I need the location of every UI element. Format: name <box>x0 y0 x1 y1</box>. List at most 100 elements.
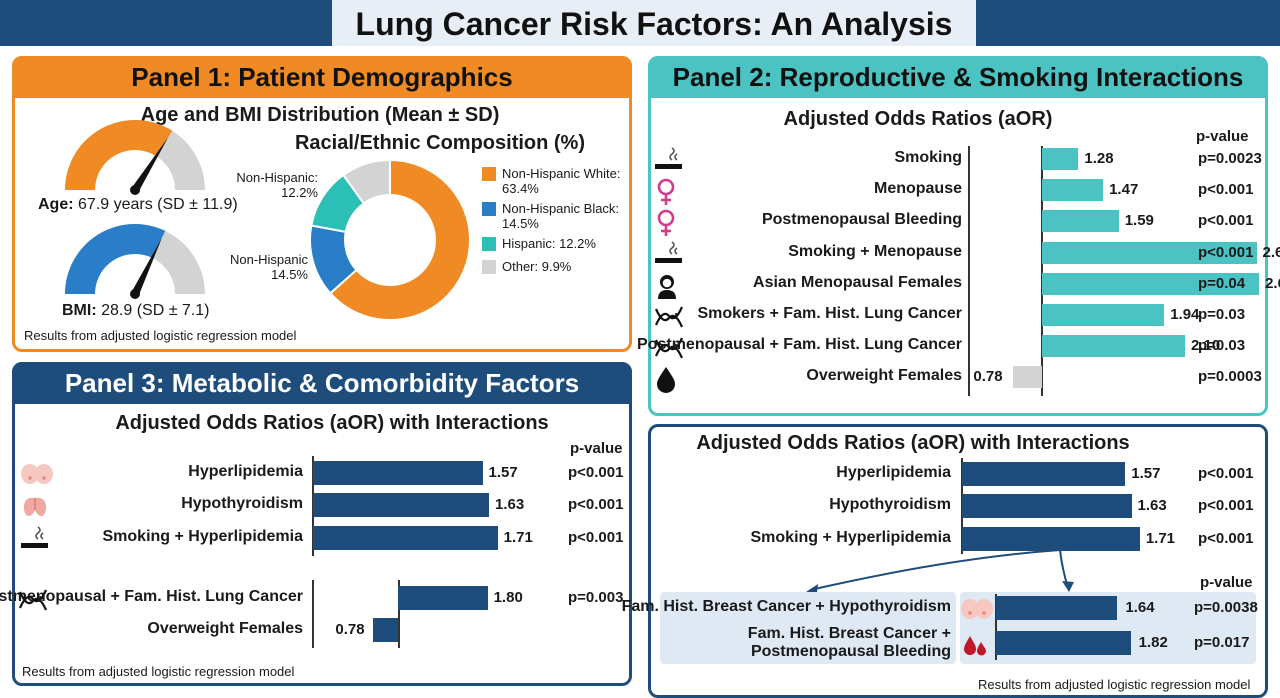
bar-pvalue: p=0.03 <box>1198 337 1246 354</box>
bar-value-label: 1.71 <box>1145 530 1176 547</box>
panel1-heading: Panel 1: Patient Demographics <box>12 56 632 98</box>
cigarette-icon <box>654 147 684 178</box>
female-symbol-icon <box>654 209 678 242</box>
dna-icon <box>654 303 684 334</box>
bar <box>313 493 490 517</box>
bar-label: Fam. Hist. Breast Cancer + Postmenopausal… <box>747 625 951 660</box>
bar-label: Asian Menopausal Females <box>753 274 962 291</box>
panel2-pvalue-header: p-value <box>1196 128 1249 145</box>
bmi-caption: BMI: 28.9 (SD ± 7.1) <box>62 302 210 320</box>
bar-label: Menopause <box>873 180 962 197</box>
bmi-gauge-needle <box>131 238 162 296</box>
bmi-label: BMI: <box>62 302 97 319</box>
bar-label: Smoking <box>894 149 962 166</box>
panel4-axis-bottom <box>995 594 997 660</box>
age-gauge-hub <box>130 185 140 195</box>
bar-value-label: 2.67 <box>1265 275 1280 292</box>
bar-pvalue: p=0.003 <box>568 589 624 606</box>
arrow-right-head <box>1062 581 1074 592</box>
bar-label: Overweight Females <box>147 620 303 637</box>
bar <box>1042 242 1257 264</box>
bar-value-label: 1.59 <box>1124 212 1154 229</box>
bar <box>962 527 1140 551</box>
bar-pvalue: p<0.001 <box>1198 465 1254 482</box>
bar-pvalue: p<0.001 <box>1198 530 1254 547</box>
donut-slice-non-hispanic-white <box>328 158 471 321</box>
panel4-pvalue-header: p-value <box>1200 574 1253 591</box>
age-gauge-fill <box>65 119 173 190</box>
dna-icon <box>654 334 684 365</box>
bar <box>398 586 488 610</box>
bar-value-label: 1.82 <box>1138 634 1168 651</box>
bar-pvalue: p<0.001 <box>1198 497 1254 514</box>
panel1-footnote: Results from adjusted logistic regressio… <box>24 328 297 343</box>
highlight-box-labels <box>660 592 956 664</box>
bar-value-label: 0.78 <box>335 621 365 638</box>
bar <box>1042 210 1119 232</box>
breast-icon <box>960 596 994 627</box>
bar-pvalue: p=0.0003 <box>1198 368 1262 385</box>
bar-value-label: 1.47 <box>1109 181 1139 198</box>
bar <box>996 631 1131 655</box>
legend-swatch-white <box>482 167 496 181</box>
bar-value-label: 1.57 <box>488 464 518 481</box>
page-title: Lung Cancer Risk Factors: An Analysis <box>332 0 976 46</box>
panel4-subtitle: Adjusted Odds Ratios (aOR) with Interact… <box>696 432 1130 454</box>
panel2-reference-line <box>1041 146 1043 396</box>
donut-title: Racial/Ethnic Composition (%) <box>294 132 586 154</box>
bar <box>313 461 483 485</box>
woman-avatar-icon <box>654 272 680 305</box>
donut-callout-hispanic: Non-Hispanic: 12.2% <box>236 170 318 200</box>
bar-pvalue: p<0.001 <box>568 529 624 546</box>
legend-item-black: Non-Hispanic Black: 14.5% <box>482 201 628 231</box>
bar-pvalue: p=0.04 <box>1198 275 1246 292</box>
bar-value-label: 1.28 <box>1084 150 1114 167</box>
bar-value-label: 1.63 <box>495 496 525 513</box>
bar-label: Postmenopausal + Fam. Hist. Lung Cancer <box>637 336 962 353</box>
bar-label: Hyperlipidemia <box>836 464 951 481</box>
bar <box>1042 179 1104 201</box>
cigarette-icon <box>20 526 50 557</box>
bar <box>1013 366 1042 388</box>
donut-legend: Non-Hispanic White: 63.4% Non-Hispanic Bl… <box>482 166 628 274</box>
bar-value-label: 2.10 <box>1191 337 1221 354</box>
bar-label: Smokers + Fam. Hist. Lung Cancer <box>697 305 962 322</box>
bar <box>1042 335 1185 357</box>
bar-label: Fam. Hist. Breast Cancer + Hypothyroidis… <box>621 598 951 615</box>
bar-label: Overweight Females <box>806 367 962 384</box>
bar-value-label: 1.94 <box>1170 306 1200 323</box>
breast-icon <box>20 461 54 492</box>
panel3-subtitle: Adjusted Odds Ratios (aOR) with Interact… <box>115 412 549 434</box>
bar <box>313 526 498 550</box>
female-symbol-icon <box>654 178 678 211</box>
legend-swatch-hispanic <box>482 237 496 251</box>
panel3-reference-line <box>398 580 400 648</box>
panel-metabolic <box>12 362 632 686</box>
age-gauge-needle <box>131 137 169 193</box>
panel2-subtitle: Adjusted Odds Ratios (aOR) <box>783 108 1053 130</box>
legend-item-other: Other: 9.9% <box>482 259 628 274</box>
bmi-value-text: 28.9 (SD ± 7.1) <box>101 302 210 319</box>
panel3-heading: Panel 3: Metabolic & Comorbidity Factors <box>12 362 632 404</box>
legend-swatch-black <box>482 202 496 216</box>
bar-pvalue: p=0.0023 <box>1198 150 1262 167</box>
bar-pvalue: p=0.03 <box>1198 306 1246 323</box>
thyroid-icon <box>20 493 50 526</box>
bar-value-label: 0.78 <box>973 368 1003 385</box>
bar <box>373 618 398 642</box>
gauge-section-title: Age and BMI Distribution (Mean ± SD) <box>140 104 500 126</box>
bmi-gauge-hub <box>130 289 140 299</box>
bar <box>1042 148 1079 170</box>
arrow-left-path <box>809 549 1061 591</box>
donut-callout-black: Non-Hispanic 14.5% <box>229 252 308 282</box>
bar <box>996 596 1118 620</box>
panel3-axis-bottom-left <box>312 580 314 648</box>
dna-icon <box>18 586 48 617</box>
legend-item-hispanic: Hispanic: 12.2% <box>482 236 628 251</box>
bar-value-label: 2.65 <box>1262 244 1280 261</box>
cigarette-icon <box>654 241 684 272</box>
blood-drops-icon <box>960 631 990 666</box>
bar-label: Smoking + Hyperlipidemia <box>750 529 952 546</box>
drop-icon <box>654 365 678 398</box>
bar-label: Hyperlipidemia <box>188 463 303 480</box>
